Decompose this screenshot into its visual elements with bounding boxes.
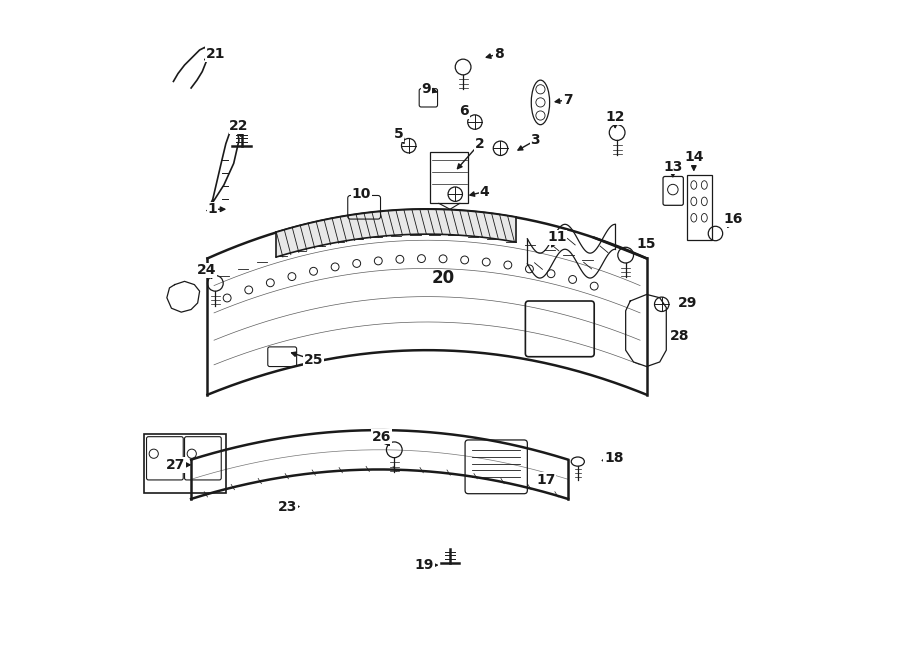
Text: 21: 21 bbox=[205, 47, 225, 61]
Text: 16: 16 bbox=[724, 212, 742, 226]
Text: 27: 27 bbox=[166, 458, 185, 472]
Text: 17: 17 bbox=[536, 473, 555, 487]
Text: 20: 20 bbox=[432, 269, 455, 287]
Text: 10: 10 bbox=[352, 187, 371, 201]
Text: 7: 7 bbox=[563, 93, 572, 107]
Polygon shape bbox=[166, 282, 200, 312]
Text: 2: 2 bbox=[474, 137, 484, 151]
Polygon shape bbox=[626, 294, 666, 367]
Text: 26: 26 bbox=[372, 430, 391, 444]
Text: 22: 22 bbox=[230, 119, 248, 133]
Text: 6: 6 bbox=[460, 104, 469, 118]
Text: 12: 12 bbox=[606, 110, 625, 124]
Text: 25: 25 bbox=[304, 353, 323, 367]
Text: 18: 18 bbox=[604, 451, 624, 465]
Text: 3: 3 bbox=[530, 134, 540, 147]
Text: 5: 5 bbox=[394, 127, 404, 141]
Text: 19: 19 bbox=[415, 558, 434, 572]
Text: 9: 9 bbox=[421, 82, 431, 96]
Text: 4: 4 bbox=[480, 184, 490, 198]
Text: 24: 24 bbox=[196, 263, 216, 277]
Text: 15: 15 bbox=[637, 237, 656, 251]
Text: 11: 11 bbox=[547, 231, 567, 245]
Text: 13: 13 bbox=[663, 160, 682, 174]
Polygon shape bbox=[208, 128, 238, 211]
Text: 14: 14 bbox=[684, 150, 704, 164]
Text: 23: 23 bbox=[278, 500, 297, 514]
Text: 29: 29 bbox=[678, 296, 697, 310]
Text: 1: 1 bbox=[208, 202, 218, 216]
Text: 8: 8 bbox=[493, 47, 503, 61]
Text: 28: 28 bbox=[670, 329, 689, 343]
